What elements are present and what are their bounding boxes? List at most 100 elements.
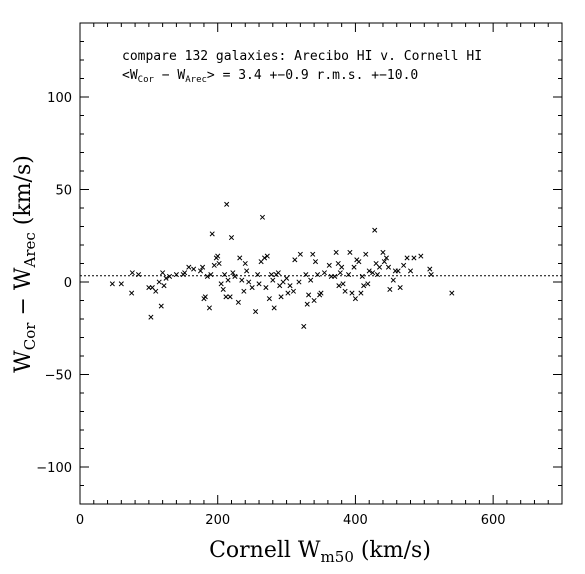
data-point: [135, 272, 142, 278]
data-point: [259, 214, 266, 220]
data-point: [449, 290, 455, 296]
data-point: [366, 268, 372, 274]
x-axis-title-sub: m50: [321, 548, 354, 566]
data-point: [261, 255, 268, 261]
data-point: [148, 314, 154, 320]
data-point: [211, 262, 217, 268]
data-point: [363, 251, 369, 257]
data-point: [380, 249, 386, 255]
data-point: [200, 264, 206, 270]
data-point: [411, 255, 417, 261]
data-point: [401, 262, 407, 268]
data-point: [249, 284, 255, 291]
data-point: [156, 279, 162, 285]
data-point: [266, 296, 272, 302]
data-point: [244, 268, 250, 274]
y-axis-title-minus: − W: [11, 267, 36, 322]
annotation-line-2: <WCor − WArec> = 3.4 +−0.9 r.m.s. +−10.0: [122, 68, 418, 85]
data-point: [208, 272, 214, 278]
data-point: [296, 279, 302, 285]
data-point: [372, 227, 378, 233]
data-point: [118, 281, 124, 287]
data-point: [225, 277, 231, 283]
x-axis-title-main: Cornell W: [209, 538, 321, 563]
y-axis-title-sub1: Cor: [21, 322, 39, 351]
data-point: [390, 277, 396, 283]
data-point: [263, 284, 269, 291]
annotation-line-2-sub1: Cor: [138, 75, 155, 85]
data-point: [312, 259, 319, 265]
data-point: [292, 257, 298, 263]
data-point: [351, 264, 357, 270]
data-point: [255, 272, 261, 278]
data-point: [239, 277, 245, 283]
data-points: [109, 201, 455, 329]
minor-ticks: [80, 22, 563, 505]
data-point: [241, 288, 247, 294]
data-point: [253, 309, 259, 315]
data-point: [278, 294, 284, 300]
data-point: [209, 231, 215, 237]
x-tick-labels: 0 200 400 600: [76, 513, 506, 528]
data-point: [345, 272, 352, 278]
data-point: [297, 251, 303, 257]
annotation-line-2-prefix: <W: [122, 68, 138, 83]
data-point: [349, 290, 355, 296]
y-tick-label: 100: [47, 91, 72, 106]
data-point: [197, 268, 204, 274]
data-point: [339, 264, 345, 270]
data-point: [242, 260, 248, 267]
data-point: [270, 277, 276, 283]
y-tick-label: −50: [45, 369, 72, 384]
data-point: [304, 301, 310, 307]
data-point: [310, 251, 316, 257]
data-point: [129, 290, 135, 296]
data-point: [256, 281, 262, 287]
data-point: [230, 270, 236, 276]
data-point: [376, 264, 383, 270]
data-point: [224, 201, 230, 207]
data-point: [186, 264, 192, 270]
annotation-line-2-mid: − W: [154, 68, 185, 83]
data-point: [160, 270, 166, 276]
data-point: [284, 275, 290, 281]
y-axis-title-w1: W: [11, 350, 36, 373]
data-point: [290, 288, 297, 294]
data-point: [163, 275, 169, 281]
data-point: [333, 249, 339, 255]
data-point: [301, 323, 307, 329]
data-point: [332, 273, 338, 280]
data-point: [397, 284, 403, 291]
annotation-line-1: compare 132 galaxies: Arecibo HI v. Corn…: [122, 49, 482, 64]
data-point: [336, 283, 342, 289]
data-point: [370, 270, 376, 276]
data-point: [359, 273, 365, 280]
data-point: [361, 283, 367, 289]
data-point: [129, 270, 135, 276]
data-point: [356, 259, 362, 265]
data-point: [232, 273, 238, 280]
data-point: [321, 270, 327, 276]
data-point: [153, 288, 159, 294]
data-point: [308, 277, 314, 283]
x-axis-title-unit: (km/s): [354, 538, 431, 563]
data-point: [216, 260, 222, 267]
data-point: [202, 294, 208, 300]
data-point: [285, 290, 291, 296]
data-point: [222, 272, 228, 278]
data-point: [428, 272, 434, 278]
data-point: [315, 272, 321, 278]
data-point: [218, 281, 224, 287]
y-axis-title-sub2: Arec: [21, 232, 39, 268]
data-point: [161, 283, 167, 289]
data-point: [182, 270, 188, 276]
data-point: [287, 283, 293, 289]
data-point: [365, 281, 371, 287]
data-point: [220, 286, 226, 292]
x-tick-label: 200: [205, 513, 230, 528]
data-point: [404, 255, 410, 261]
data-point: [109, 281, 115, 287]
data-point: [204, 273, 210, 280]
data-point: [268, 272, 274, 278]
